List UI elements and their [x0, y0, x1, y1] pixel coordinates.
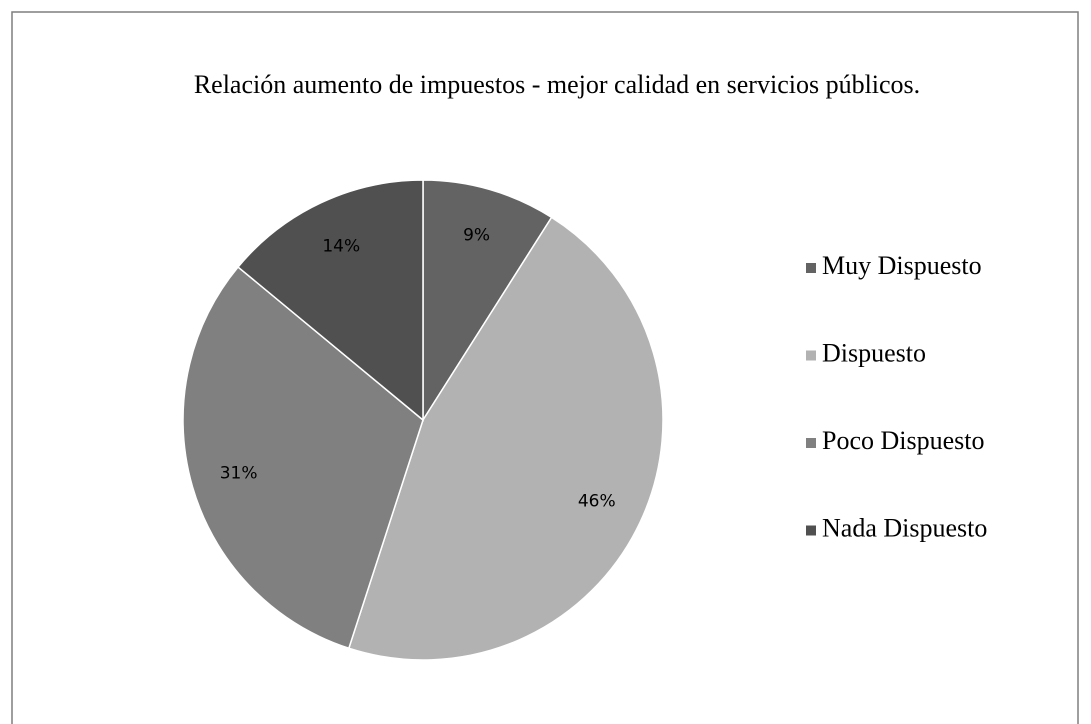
data-label: 46%: [578, 492, 616, 512]
legend-swatch: [806, 263, 816, 273]
legend-swatch: [806, 350, 816, 361]
pie-slice: [182, 265, 424, 650]
data-label: 14%: [322, 236, 360, 256]
legend-label: Poco Dispuesto: [822, 426, 985, 455]
data-label: 9%: [463, 226, 490, 246]
pie-slice: [422, 179, 553, 423]
data-label: 31%: [220, 464, 258, 484]
legend-label: Muy Dispuesto: [822, 251, 982, 280]
legend-label: Dispuesto: [822, 338, 926, 367]
legend-label: Nada Dispuesto: [822, 513, 987, 542]
pie-slice: [347, 216, 664, 661]
chart-title: Relación aumento de impuestos - mejor ca…: [193, 70, 921, 99]
legend-swatch: [806, 525, 816, 536]
legend-swatch: [806, 438, 816, 448]
pie-slice: [237, 179, 424, 422]
